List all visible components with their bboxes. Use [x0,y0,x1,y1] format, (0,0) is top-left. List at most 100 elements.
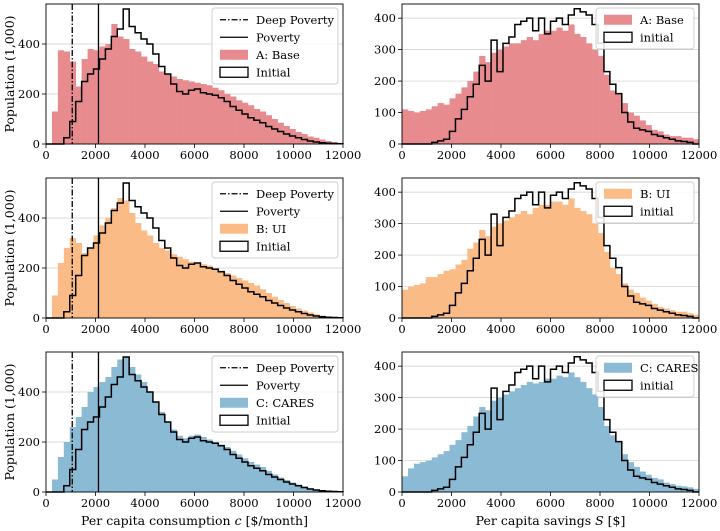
bar-a-base [526,37,533,144]
y-tick-label: 0 [33,485,40,499]
bar-a-base [431,106,438,144]
step-initial [402,355,699,493]
bar-c-cares [467,425,474,492]
bar-b-ui [544,204,551,318]
bar-c-cares [526,381,533,492]
bar-a-base [253,109,261,144]
bar-c-cares [508,391,516,492]
legend: Deep Poverty Poverty B: UI Initial [211,181,339,259]
bar-b-ui [271,296,278,318]
bar-a-base [687,137,694,144]
bar-a-base [141,56,148,144]
x-tick-label: 12000 [325,322,362,336]
bar-a-base [242,102,249,144]
bar-a-base [206,85,213,144]
bar-b-ui [105,218,112,318]
bar-c-cares [407,468,415,492]
x-tick-label: 4000 [130,496,159,510]
bar-b-ui [449,269,456,318]
bar-b-ui [425,277,432,318]
axes-frame [401,177,700,319]
bar-c-cares [449,444,456,492]
bar-b-ui [592,223,599,318]
bar-a-base [627,112,634,144]
legend-handle-b-ui [220,223,248,234]
bar-c-cares [550,378,557,492]
bar-a-base [259,111,267,144]
legend-handle-initial [219,66,249,78]
bar-a-base [105,44,112,144]
bar-b-ui [562,204,569,318]
bar-b-ui [485,236,492,318]
x-tick-label: 8000 [229,148,258,162]
bar-a-base [675,136,682,144]
legend-label-a-base: A: Base [255,48,300,62]
bar-b-ui [538,204,545,318]
bar-a-base [598,55,605,144]
bar-c-cares [627,462,634,492]
bar-c-cares [663,482,670,492]
bar-a-base [615,93,623,144]
bar-b-ui [135,223,142,318]
bar-c-cares [532,383,539,492]
bar-a-base [508,43,516,144]
bar-b-ui [502,220,510,318]
bar-b-ui [455,264,462,318]
x-tick-label: 10000 [275,496,312,510]
y-tick-label: 400 [374,11,396,25]
legend-label-initial: Initial [256,239,291,253]
bar-b-ui [182,259,189,318]
axes-frame [401,3,700,145]
bar-c-cares [212,442,219,492]
bar-c-cares [461,432,468,492]
bar-a-base [81,59,88,144]
bar-b-ui [164,250,172,318]
bar-c-cares [289,482,296,492]
bar-a-base [164,74,172,144]
bar-a-base [497,49,504,144]
bar-b-ui [283,303,290,318]
bar-c-cares [443,451,450,492]
bar-a-base [87,49,94,144]
y-axis-label: Population (1,000) [2,363,17,480]
bar-c-cares [81,407,88,492]
bar-b-ui [598,233,605,318]
bar-c-cares [135,374,142,492]
bar-a-base [407,110,415,144]
y-tick-label: 0 [33,137,40,151]
y-tick-label: 200 [374,74,396,88]
bar-a-base [520,40,528,144]
legend-handle-a-base [220,49,248,60]
x-tick-label: 2000 [81,496,110,510]
bar-b-ui [526,214,533,318]
bar-a-base [283,126,290,144]
bar-b-ui [443,270,450,318]
x-tick-label: 0 [398,496,405,510]
bar-a-base [413,112,421,144]
bar-b-ui [693,314,700,318]
bar-b-ui [645,300,652,318]
bar-a-base [117,36,124,144]
bar-a-base [194,82,201,144]
bar-b-ui [87,248,94,318]
bar-a-base [236,100,243,144]
x-tick-label: 6000 [180,322,209,336]
bar-c-cares [87,392,94,492]
x-tick-label: 8000 [229,496,258,510]
legend-label-poverty: Poverty [256,204,301,218]
bar-a-base [574,33,581,144]
bar-a-base [609,90,617,144]
x-tick-label: 8000 [585,496,614,510]
bar-a-base [449,98,456,144]
bar-a-base [152,64,160,144]
bar-b-ui [265,293,273,318]
bar-c-cares [93,387,100,492]
bar-b-ui [603,251,611,318]
legend: A: Base initial [595,7,695,50]
bar-b-ui [295,308,302,318]
bar-c-cares [586,388,593,492]
bar-c-cares [146,392,154,492]
bar-c-cares [598,407,605,492]
bar-b-ui [253,285,261,318]
bar-b-ui [651,303,658,318]
